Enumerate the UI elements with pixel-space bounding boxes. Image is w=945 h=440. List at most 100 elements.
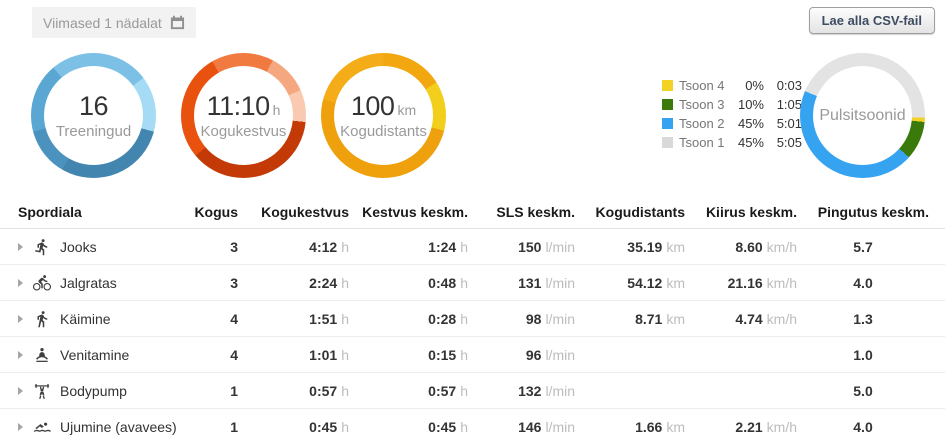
pingutus-keskm-cell: 1.3 — [853, 310, 873, 327]
sport-name: Ujumine (avavees) — [60, 418, 177, 435]
zone1-swatch — [662, 137, 673, 148]
total-distance-donut-chart: 100 km Kogudistants — [321, 53, 446, 178]
pingutus-keskm-cell: 5.0 — [853, 382, 873, 399]
kestvus-keskm-cell: 0:48 h — [428, 274, 468, 291]
kestvus-keskm-cell: 1:24 h — [428, 238, 468, 255]
pingutus-keskm-cell: 5.7 — [853, 238, 873, 255]
total-duration-donut-center: 11:10 h Kogukestvus — [194, 66, 293, 165]
total-duration-value: 11:10 — [206, 91, 271, 121]
zone3-percent: 10% — [737, 97, 764, 112]
column-header-kiirus-keskm: Kiirus keskm. — [705, 204, 797, 220]
zone3-name: Tsoon 3 — [679, 97, 725, 112]
expand-arrow-icon[interactable] — [18, 350, 23, 359]
sport-name: Venitamine — [60, 346, 130, 363]
kiirus-keskm-cell: 21.16 km/h — [727, 274, 797, 291]
expand-arrow-icon[interactable] — [18, 314, 23, 323]
table-row-kaimine[interactable]: Käimine 4 1:51 h 0:28 h 98 l/min 8.71 km 4.7… — [0, 301, 945, 337]
expand-arrow-icon[interactable] — [18, 422, 23, 431]
zone4-percent: 0% — [745, 78, 764, 93]
table-row-ujumine[interactable]: Ujumine (avavees) 1 0:45 h 0:45 h 146 l/min… — [0, 409, 945, 440]
zone2-name: Tsoon 2 — [679, 116, 725, 131]
kogudistants-cell: 54.12 km — [627, 274, 685, 291]
table-row-jalgratas[interactable]: Jalgratas 3 2:24 h 0:48 h 131 l/min 54.12 km… — [0, 265, 945, 301]
column-header-kogus: Kogus — [194, 204, 238, 220]
zone4-swatch — [662, 80, 673, 91]
sports-summary-table: Spordiala Kogus Kogukestvus Kestvus kesk… — [0, 196, 945, 440]
table-row-bodypump[interactable]: Bodypump 1 0:57 h 0:57 h 132 l/min 5.0 — [0, 373, 945, 409]
sport-cell: Venitamine — [0, 345, 197, 364]
total-distance-value: 100 — [350, 91, 395, 121]
column-header-sls-keskm: SLS keskm. — [496, 204, 575, 220]
pingutus-keskm-cell: 1.0 — [853, 346, 873, 363]
trainings-donut-center: 16 Treeningud — [44, 66, 143, 165]
legend-item-zone2: Tsoon 2 45% 5:01 — [662, 114, 802, 133]
pulse-zones-donut-center: Pulsitsoonid — [813, 66, 912, 165]
column-header-kogukestvus: Kogukestvus — [261, 204, 349, 220]
walking-icon — [32, 309, 51, 328]
kogus-cell: 3 — [230, 274, 238, 291]
column-header-spordiala: Spordiala — [18, 204, 82, 220]
pulse-zones-donut-chart: Pulsitsoonid — [800, 53, 925, 178]
kogudistants-cell: 35.19 km — [627, 238, 685, 255]
total-duration-label: Kogukestvus — [200, 123, 287, 140]
expand-arrow-icon[interactable] — [18, 242, 23, 251]
period-filter-label: Viimased 1 nädalat — [43, 14, 162, 31]
kogus-cell: 4 — [230, 346, 238, 363]
trainings-donut-chart: 16 Treeningud — [31, 53, 156, 178]
zone2-swatch — [662, 118, 673, 129]
kogukestvus-cell: 1:01 h — [309, 346, 349, 363]
legend-item-zone4: Tsoon 4 0% 0:03 — [662, 76, 802, 95]
kiirus-keskm-cell: 8.60 km/h — [735, 238, 797, 255]
column-header-kestvus-keskm: Kestvus keskm. — [362, 204, 468, 220]
trainings-label: Treeningud — [55, 123, 132, 140]
legend-item-zone1: Tsoon 1 45% 5:05 — [662, 133, 802, 152]
column-header-pingutus-keskm: Pingutus keskm. — [817, 204, 929, 220]
weightlifting-icon — [32, 381, 51, 400]
expand-arrow-icon[interactable] — [18, 386, 23, 395]
sport-name: Jalgratas — [60, 274, 117, 291]
sls-keskm-cell: 96 l/min — [525, 346, 575, 363]
kogus-cell: 1 — [230, 418, 238, 435]
sls-keskm-cell: 131 l/min — [518, 274, 575, 291]
zone1-name: Tsoon 1 — [679, 135, 725, 150]
sls-keskm-cell: 150 l/min — [518, 238, 575, 255]
sport-cell: Käimine — [0, 309, 197, 328]
sport-cell: Bodypump — [0, 381, 197, 400]
kogukestvus-cell: 1:51 h — [309, 310, 349, 327]
total-distance-unit: km — [397, 102, 417, 118]
kogudistants-cell: 1.66 km — [635, 418, 685, 435]
period-filter[interactable]: Viimased 1 nädalat — [32, 7, 196, 38]
kogus-cell: 3 — [230, 238, 238, 255]
calendar-icon[interactable] — [170, 15, 185, 30]
expand-arrow-icon[interactable] — [18, 278, 23, 287]
kestvus-keskm-cell: 0:45 h — [428, 418, 468, 435]
table-row-venitamine[interactable]: Venitamine 4 1:01 h 0:15 h 96 l/min 1.0 — [0, 337, 945, 373]
sport-cell: Ujumine (avavees) — [0, 417, 197, 436]
pingutus-keskm-cell: 4.0 — [853, 418, 873, 435]
sport-cell: Jalgratas — [0, 273, 197, 292]
sport-name: Jooks — [60, 238, 97, 255]
column-header-kogudistants: Kogudistants — [595, 204, 685, 220]
zone4-time: 0:03 — [776, 78, 802, 93]
kogukestvus-cell: 4:12 h — [309, 238, 349, 255]
download-csv-button[interactable]: Lae alla CSV-fail — [808, 7, 935, 34]
pulse-zones-legend: Tsoon 4 0% 0:03 Tsoon 3 10% 1:05 Tsoon 2… — [662, 76, 802, 152]
total-distance-donut-center: 100 km Kogudistants — [334, 66, 433, 165]
total-duration-unit: h — [272, 102, 281, 118]
zone3-swatch — [662, 99, 673, 110]
table-row-jooks[interactable]: Jooks 3 4:12 h 1:24 h 150 l/min 35.19 km 8.6… — [0, 229, 945, 265]
kogudistants-cell: 8.71 km — [635, 310, 685, 327]
pingutus-keskm-cell: 4.0 — [853, 274, 873, 291]
zone4-name: Tsoon 4 — [679, 78, 725, 93]
trainings-count: 16 — [78, 91, 109, 121]
kestvus-keskm-cell: 0:57 h — [428, 382, 468, 399]
kogukestvus-cell: 0:57 h — [309, 382, 349, 399]
sls-keskm-cell: 146 l/min — [518, 418, 575, 435]
stretching-icon — [32, 345, 51, 364]
kiirus-keskm-cell: 4.74 km/h — [735, 310, 797, 327]
sport-name: Käimine — [60, 310, 111, 327]
sport-name: Bodypump — [60, 382, 127, 399]
kogukestvus-cell: 0:45 h — [309, 418, 349, 435]
table-header-row: Spordiala Kogus Kogukestvus Kestvus kesk… — [0, 196, 945, 229]
zone2-time: 5:01 — [776, 116, 802, 131]
